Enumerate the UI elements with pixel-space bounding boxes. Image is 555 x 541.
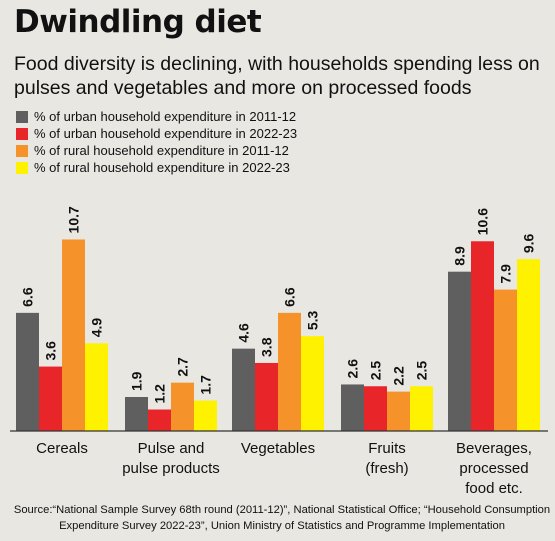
legend-item: % of rural household expenditure in 2011… [16, 142, 297, 159]
bar [494, 289, 517, 431]
bar [255, 362, 278, 431]
bar [517, 259, 540, 431]
category-label: (fresh) [365, 460, 408, 477]
data-label: 10.6 [475, 208, 491, 235]
bar [85, 343, 108, 431]
category-label: Pulse and [138, 440, 205, 457]
legend-item: % of rural household expenditure in 2022… [16, 159, 297, 176]
category-label: Fruits [368, 440, 406, 457]
data-label: 2.2 [391, 366, 407, 386]
legend-item: % of urban household expenditure in 2022… [16, 125, 297, 142]
data-label: 5.3 [305, 310, 321, 330]
bar [171, 382, 194, 431]
category-label: Beverages, [456, 440, 532, 457]
bar [278, 312, 301, 431]
category-label: pulse products [122, 460, 220, 477]
data-label: 7.9 [498, 264, 514, 284]
bar [194, 400, 217, 431]
legend-label: % of rural household expenditure in 2022… [34, 160, 290, 175]
bar [125, 396, 148, 431]
source-note: Source:“National Sample Survey 68th roun… [13, 504, 551, 532]
chart-subtitle: Food diversity is declining, with househ… [14, 53, 540, 99]
category-label: Vegetables [241, 440, 315, 457]
legend-swatch [16, 110, 28, 123]
bar-chart: 6.6 3.6 10.7 4.9 Cereals 1.9 1.2 2.7 1.7 Pulse an… [10, 206, 548, 497]
data-label: 2.7 [175, 357, 191, 377]
bar [148, 409, 171, 431]
legend-label: % of urban household expenditure in 2022… [34, 126, 298, 141]
data-label: 3.6 [43, 341, 59, 361]
legend-item: % of urban household expenditure in 2011… [16, 108, 297, 125]
category-label: processed [459, 460, 528, 477]
bar [301, 336, 324, 431]
category-label: Cereals [36, 440, 88, 457]
data-label: 6.6 [282, 287, 298, 307]
bar [16, 312, 39, 431]
chart-legend: % of urban household expenditure in 2011… [16, 108, 297, 176]
category-label: food etc. [465, 480, 523, 497]
data-label: 2.5 [414, 361, 430, 381]
bar [471, 241, 494, 431]
bar [364, 386, 387, 431]
bar [341, 384, 364, 431]
data-label: 9.6 [521, 233, 537, 253]
data-label: 2.6 [345, 359, 361, 379]
data-label: 4.9 [89, 318, 105, 338]
data-label: 6.6 [20, 287, 36, 307]
legend-label: % of urban household expenditure in 2011… [34, 109, 297, 124]
data-label: 1.7 [198, 375, 214, 395]
data-label: 4.6 [236, 323, 252, 343]
bar [62, 239, 85, 431]
bar [387, 391, 410, 431]
legend-swatch [16, 161, 28, 174]
bar [39, 366, 62, 431]
bar [410, 386, 433, 431]
chart-title: Dwindling diet [14, 4, 262, 40]
data-label: 1.2 [152, 384, 168, 404]
data-label: 8.9 [452, 246, 468, 266]
data-label: 10.7 [66, 206, 82, 233]
bar [232, 348, 255, 431]
legend-swatch [16, 144, 28, 157]
data-label: 3.8 [259, 337, 275, 357]
legend-swatch [16, 127, 28, 140]
data-label: 2.5 [368, 361, 384, 381]
data-label: 1.9 [129, 371, 145, 391]
legend-label: % of rural household expenditure in 2011… [34, 143, 289, 158]
bar [448, 271, 471, 431]
